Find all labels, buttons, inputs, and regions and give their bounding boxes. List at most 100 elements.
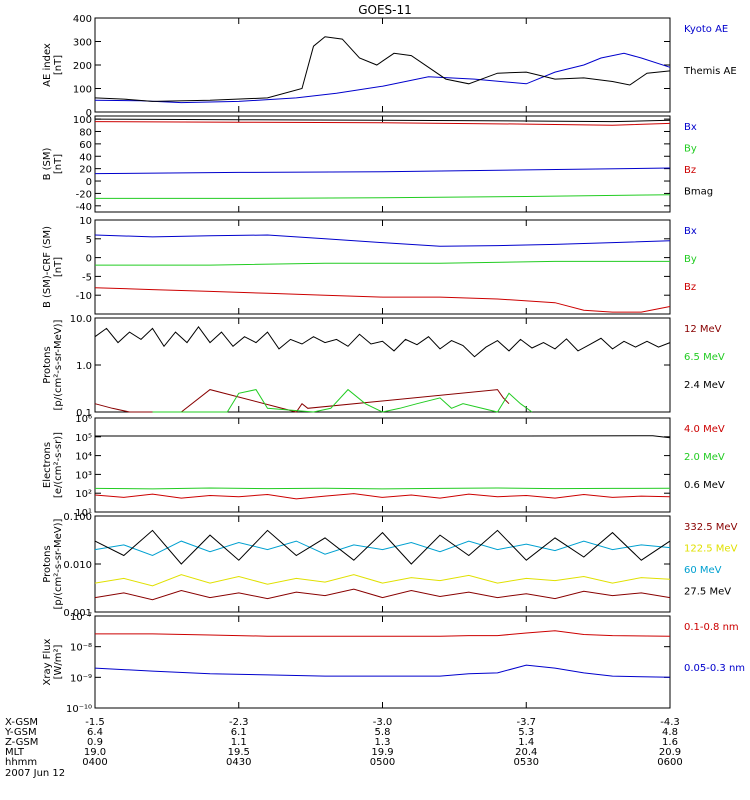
legend-entry: 2.0 MeV (684, 452, 725, 463)
series-line-1 (95, 630, 671, 637)
plot-title: GOES-11 (358, 3, 412, 17)
footer-value: -1.5 (85, 717, 105, 728)
y-tick-label: 300 (73, 38, 92, 49)
legend-entry: Bz (684, 282, 696, 293)
panel-4: 0.1 1.0 10.0 Protons [p/(cm²-s-sr-MeV)] 12 Me… (42, 314, 725, 419)
y-tick-label: 100 (73, 115, 92, 126)
panel-7: 10⁻¹⁰ 10⁻⁹ 10⁻⁸ 10⁻⁷ Xray Flux [W/m²] 0.1-0.8 … (42, 612, 745, 715)
series-line-2 (152, 388, 533, 413)
series-line-3 (94, 121, 671, 126)
y-tick-label: -40 (76, 202, 92, 213)
series-line-4 (94, 118, 671, 123)
y-tick-label: 0 (86, 254, 92, 265)
series-line-1 (94, 52, 671, 104)
panel-3: -10 -5 0 5 10 B (SM)-CRF (SM) [nT] Bx By Bz (42, 216, 697, 315)
footer-value: 1.4 (518, 737, 534, 748)
legend-entry: Bx (684, 122, 697, 133)
y-axis-label: [nT] (53, 154, 64, 174)
footer-value: 0430 (226, 757, 251, 768)
y-axis-label: [nT] (53, 257, 64, 277)
y-axis-label: Protons (42, 346, 53, 383)
legend-entry: Bz (684, 165, 696, 176)
footer-value: 20.9 (659, 747, 681, 758)
y-tick-label: 0.100 (63, 512, 92, 523)
series-line-3 (94, 287, 671, 313)
series-line-1 (94, 389, 510, 413)
ephemeris-footer: X-GSM -1.5 -2.3 -3.0 -3.7 -4.3 Y-GSM 6.4 6.1 5.8 5… (4, 717, 683, 768)
y-tick-label: 10⁵ (75, 433, 92, 444)
y-tick-label: 10³ (75, 470, 92, 481)
series-line-1 (94, 493, 671, 500)
y-tick-label: 80 (79, 127, 92, 138)
y-tick-label: 100 (73, 85, 92, 96)
y-tick-label: 0.010 (63, 560, 92, 571)
series-line-4 (94, 529, 671, 565)
y-tick-label: 0 (86, 177, 92, 188)
footer-value: 6.4 (87, 727, 103, 738)
footer-value: 1.3 (375, 737, 391, 748)
footer-value: -2.3 (229, 717, 249, 728)
y-tick-label: 10¹ (75, 508, 92, 519)
footer-row-label: hhmm (5, 757, 37, 768)
y-tick-label: 0.1 (76, 408, 92, 419)
y-tick-label: 10 (79, 216, 92, 227)
panel-1: 0 100 200 300 400 AE index [nT] Kyoto AE Themis … (42, 14, 737, 119)
y-tick-label: 0 (86, 108, 92, 119)
y-axis-label: Protons (42, 545, 53, 582)
y-axis-label: AE index (42, 43, 53, 87)
footer-value: 4.8 (662, 727, 678, 738)
footer-value: -3.7 (516, 717, 536, 728)
y-axis-label: B (SM) (42, 147, 53, 180)
legend-entry: By (684, 144, 697, 155)
footer-value: 19.0 (84, 747, 106, 758)
y-axis-label: [e/(cm²-s-sr)] (53, 432, 64, 498)
series-line-2 (94, 664, 671, 678)
series-line-3 (94, 540, 671, 557)
y-tick-label: 60 (79, 140, 92, 151)
y-tick-label: 10² (75, 489, 92, 500)
y-tick-label: 10⁻⁷ (70, 612, 92, 623)
y-tick-label: 20 (79, 165, 92, 176)
footer-row-label: X-GSM (5, 717, 38, 728)
series-line-2 (95, 194, 671, 199)
y-tick-label: 40 (79, 152, 92, 163)
y-axis-label: [p/(cm²-s-sr-MeV)] (53, 319, 64, 410)
series-line-2 (94, 36, 671, 102)
date-label: 2007 Jun 12 (5, 768, 65, 779)
panel-5: 10¹ 10² 10³ 10⁴ 10⁵ 10⁶ Electrons [e/(cm²-s-sr)… (42, 414, 725, 519)
y-axis-label: Xray Flux (42, 638, 53, 685)
y-tick-label: 10⁻⁸ (70, 643, 92, 654)
footer-value: -3.0 (373, 717, 393, 728)
footer-value: 5.8 (375, 727, 391, 738)
y-axis-label: [p/(cm²-s-sr-MeV)] (53, 518, 64, 609)
panel-6: 0.001 0.010 0.100 Protons [p/(cm²-s-sr-MeV)]… (42, 512, 738, 619)
legend-entry: 4.0 MeV (684, 424, 725, 435)
footer-value: -4.3 (660, 717, 680, 728)
y-tick-label: -20 (76, 189, 92, 200)
y-axis-label: [W/m²] (53, 644, 64, 679)
series-line-3 (95, 435, 671, 439)
footer-value: 0500 (370, 757, 395, 768)
footer-value: 0.9 (87, 737, 103, 748)
panel-frame (94, 615, 671, 709)
legend-entry: 0.6 MeV (684, 480, 725, 491)
footer-value: 19.9 (371, 747, 393, 758)
y-tick-label: 0.001 (63, 608, 92, 619)
footer-value: 0600 (657, 757, 682, 768)
y-tick-label: 1.0 (76, 361, 92, 372)
legend-entry: Bx (684, 226, 697, 237)
footer-value: 1.6 (662, 737, 678, 748)
legend-entry: 60 MeV (684, 565, 722, 576)
footer-value: 6.1 (231, 727, 247, 738)
legend-entry: 0.05-0.3 nm (684, 663, 745, 674)
legend-entry: 332.5 MeV (684, 522, 738, 533)
legend-entry: By (684, 254, 697, 265)
footer-value: 0400 (82, 757, 107, 768)
panel-frame (94, 219, 671, 315)
series-line-1 (94, 234, 671, 247)
y-axis-label: [nT] (53, 55, 64, 75)
legend-entry: 122.5 MeV (684, 544, 738, 555)
